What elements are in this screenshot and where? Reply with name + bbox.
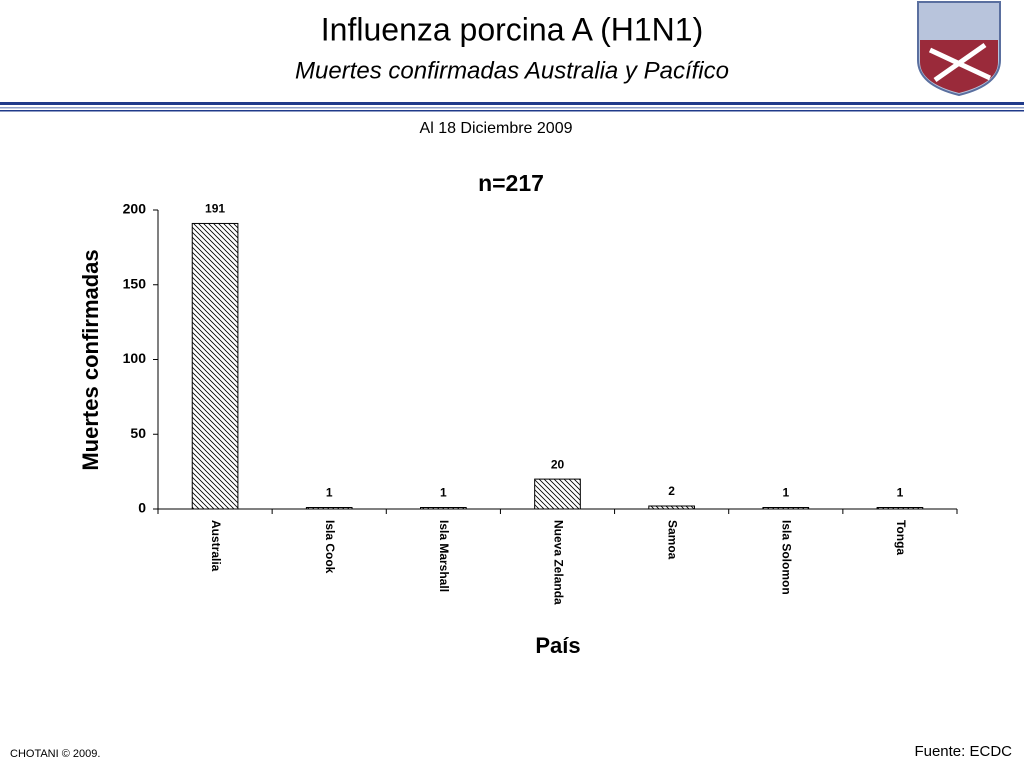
- x-tick-label: Isla Cook: [323, 520, 337, 574]
- y-axis-label: Muertes confirmadas: [78, 249, 103, 470]
- header-rule: [0, 107, 1024, 109]
- x-tick-label: Tonga: [894, 520, 908, 555]
- x-tick-label: Australia: [209, 520, 223, 572]
- value-label: 20: [551, 457, 565, 471]
- bar: [648, 505, 695, 510]
- footer-credit: CHOTANI © 2009.: [10, 748, 100, 760]
- bar: [305, 507, 353, 510]
- bar: [876, 507, 924, 510]
- footer-source: Fuente: ECDC: [914, 743, 1012, 760]
- y-tick-label: 50: [130, 425, 146, 441]
- x-axis-label: País: [535, 633, 580, 658]
- y-tick-label: 200: [123, 201, 147, 217]
- chart-title: n=217: [478, 170, 544, 196]
- value-label: 1: [440, 486, 447, 500]
- bar: [420, 507, 467, 510]
- bar: [534, 478, 581, 510]
- value-label: 191: [205, 202, 225, 216]
- header-rule: [0, 110, 1024, 112]
- x-tick-label: Nueva Zelanda: [551, 520, 565, 605]
- x-tick-label: Isla Marshall: [437, 520, 451, 592]
- y-tick-label: 0: [138, 500, 146, 516]
- bar: [762, 507, 810, 510]
- value-label: 2: [668, 484, 675, 498]
- y-tick-label: 100: [123, 350, 147, 366]
- x-tick-label: Isla Solomon: [780, 520, 794, 595]
- x-tick-label: Samoa: [665, 520, 679, 560]
- slide-subtitle: Muertes confirmadas Australia y Pacífico: [295, 57, 729, 84]
- value-label: 1: [897, 486, 904, 500]
- value-label: 1: [326, 486, 333, 500]
- date-note: Al 18 Diciembre 2009: [420, 120, 573, 137]
- slide-title: Influenza porcina A (H1N1): [321, 11, 703, 47]
- value-label: 1: [782, 486, 789, 500]
- bar: [191, 222, 239, 510]
- header-rule: [0, 102, 1024, 105]
- logo: [917, 1, 1001, 97]
- y-tick-label: 150: [123, 275, 147, 291]
